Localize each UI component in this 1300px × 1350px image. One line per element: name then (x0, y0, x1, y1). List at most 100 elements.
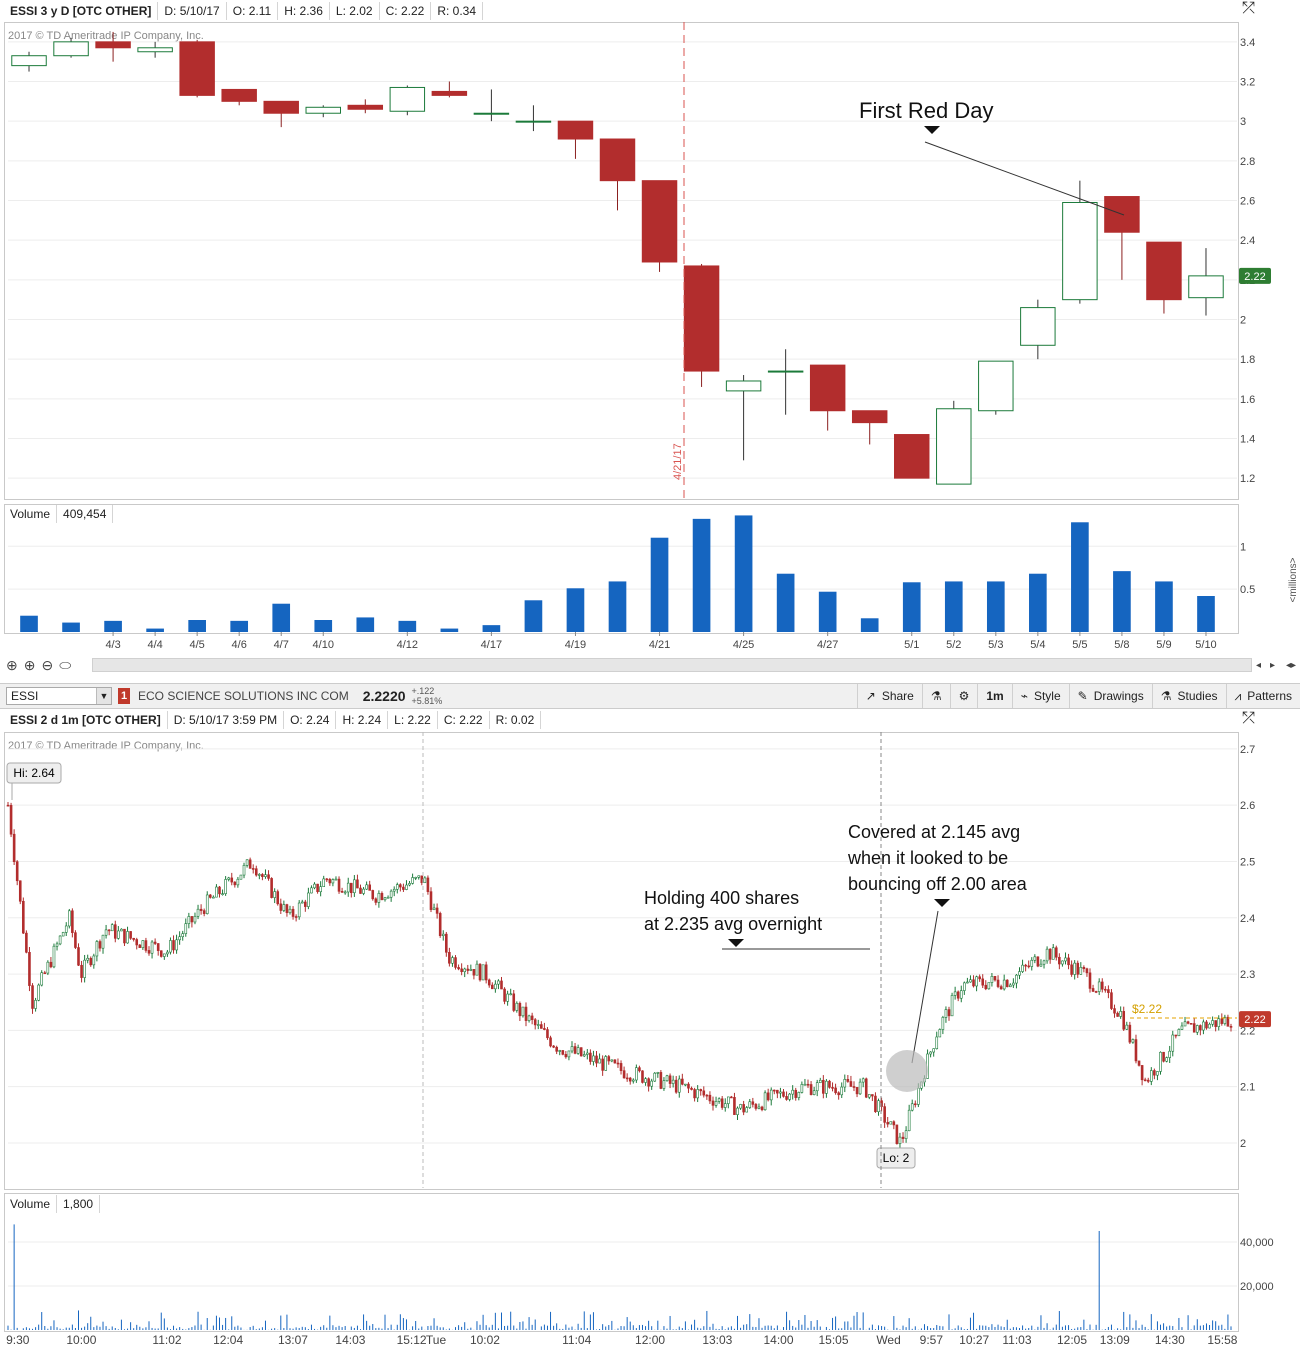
minute-candle-body (1128, 1024, 1132, 1043)
x-tick-label: 11:02 (152, 1333, 181, 1347)
minute-candle-body (1202, 1021, 1205, 1031)
minute-candle-body (337, 878, 341, 892)
minute-candle-body (120, 928, 123, 932)
zoom-out-icon[interactable]: ⊖ (41, 656, 54, 673)
minute-candle-body (1116, 1012, 1119, 1017)
chevron-down-icon[interactable]: ▼ (96, 688, 111, 704)
minute-candle-body (196, 908, 200, 917)
volume-bar (986, 581, 1005, 632)
top-chart-header: ESSI 3 y D [OTC OTHER] D: 5/10/17 O: 2.1… (4, 0, 484, 22)
minute-candle-body (852, 1086, 856, 1088)
zoom-in-icon[interactable]: ⊕ (23, 656, 36, 673)
share-button[interactable]: ↗ Share (856, 684, 922, 708)
minute-candle-body (1097, 981, 1101, 992)
minute-candle-body (448, 952, 451, 964)
minute-candle-body (558, 1050, 562, 1052)
minute-candle-body (693, 1089, 696, 1099)
minute-candle-body (972, 979, 975, 987)
minute-candle-body (380, 893, 384, 901)
volume-bar (398, 620, 417, 632)
scroll-left-icon[interactable]: ◂ (1256, 659, 1262, 671)
interval-button[interactable]: 1m (977, 684, 1011, 708)
bottom-chart-symbol[interactable]: ESSI 2 d 1m [OTC OTHER] (4, 711, 168, 729)
minute-candle-body (55, 943, 59, 947)
y-tick-label: 1.2 (1240, 473, 1255, 485)
volume-bar (776, 573, 795, 632)
top-chart-symbol[interactable]: ESSI 3 y D [OTC OTHER] (4, 2, 159, 20)
x-tick-label: 5/8 (1114, 639, 1129, 651)
chart-settings-icon-2[interactable]: ⤱ (1242, 710, 1255, 727)
minute-candle-body (1146, 1079, 1150, 1082)
minute-candle-body (941, 1017, 945, 1030)
chart-toolbar: ESSI ▼ 1 ECO SCIENCE SOLUTIONS INC COM 2… (0, 683, 1300, 709)
y-tick-label: 3.4 (1240, 37, 1255, 49)
minute-candle-body (285, 904, 289, 914)
y-tick-label: 2.2 (1240, 1025, 1255, 1037)
top-scrollbar[interactable]: ⊕ ⊕ ⊖ ⬭ ◂ ▸ ◂▸ (0, 655, 1300, 675)
minute-candle-body (953, 991, 957, 996)
minute-candle-body (858, 1081, 862, 1095)
minute-candle-body (1024, 964, 1027, 967)
top-last-price-tag (1239, 267, 1271, 284)
scroll-right-icon[interactable]: ▸ (1270, 659, 1276, 671)
patterns-button[interactable]: ⩘ Patterns (1225, 684, 1300, 708)
candle-body (1020, 307, 1056, 346)
minute-candle-body (717, 1098, 721, 1102)
minute-candle-body (374, 898, 378, 903)
minute-candle-body (904, 1130, 908, 1139)
minute-candle-body (739, 1104, 742, 1109)
volume-bar (1197, 596, 1215, 632)
minute-candle-body (561, 1050, 565, 1055)
settings-button[interactable]: ⚙ (949, 684, 978, 708)
minute-candle-body (549, 1037, 552, 1047)
minute-candle-body (500, 980, 503, 990)
drawings-button[interactable]: ✎ Drawings (1068, 684, 1152, 708)
minute-candle-body (938, 1029, 942, 1038)
scroll-track[interactable] (92, 658, 1252, 672)
candle-body (95, 41, 131, 49)
minute-candle-body (107, 929, 111, 932)
x-tick-label: 12:04 (213, 1333, 243, 1347)
minute-candle-body (230, 877, 234, 883)
alert-flag[interactable]: 1 (118, 688, 130, 704)
minute-candle-body (708, 1094, 712, 1102)
minute-candle-body (159, 950, 163, 957)
minute-candle-body (671, 1079, 675, 1084)
flask-button[interactable]: ⚗ (921, 684, 950, 708)
minute-candle-body (199, 908, 203, 911)
minute-candle-body (279, 903, 283, 911)
minute-candle-body (1223, 1016, 1227, 1024)
minute-candle-body (34, 999, 37, 1009)
minute-candle-body (466, 968, 470, 971)
top-price-pane (4, 22, 1239, 500)
bottom-grid (8, 748, 1237, 1144)
minute-candle-body (221, 893, 224, 895)
minute-candle-body (169, 940, 172, 953)
scroll-expand-icon[interactable]: ◂▸ (1286, 659, 1297, 671)
crosshair-icon[interactable]: ⊕ (6, 656, 18, 673)
volume-bar (1071, 522, 1089, 632)
minute-candle-body (365, 884, 368, 890)
minute-candle-body (490, 984, 494, 990)
top-chart-open: O: 2.11 (227, 2, 279, 20)
minute-candle-body (1174, 1034, 1178, 1037)
x-tick-label: 11:04 (562, 1333, 591, 1347)
minute-candle-body (543, 1028, 546, 1030)
minute-candle-body (1070, 964, 1073, 975)
bottom-chart-range: R: 0.02 (490, 711, 542, 729)
minute-candle-body (864, 1078, 868, 1098)
minute-candle-body (521, 1006, 525, 1017)
minute-candle-body (1156, 1071, 1159, 1076)
minute-candle-body (163, 953, 166, 957)
minute-candle-body (1085, 968, 1089, 974)
x-tick-label: 4/25 (733, 639, 754, 651)
minute-candle-body (218, 886, 221, 895)
symbol-selector[interactable]: ESSI ▼ (6, 687, 112, 705)
drawing-ellipse-icon[interactable]: ⬭ (59, 656, 72, 673)
chart-settings-icon[interactable]: ⤱ (1242, 0, 1255, 17)
style-button[interactable]: ⌁ Style (1011, 684, 1069, 708)
minute-candle-body (1208, 1023, 1211, 1029)
studies-button[interactable]: ⚗ Studies (1151, 684, 1226, 708)
minute-candle-body (343, 891, 347, 894)
top-volume-label: Volume (4, 505, 58, 523)
